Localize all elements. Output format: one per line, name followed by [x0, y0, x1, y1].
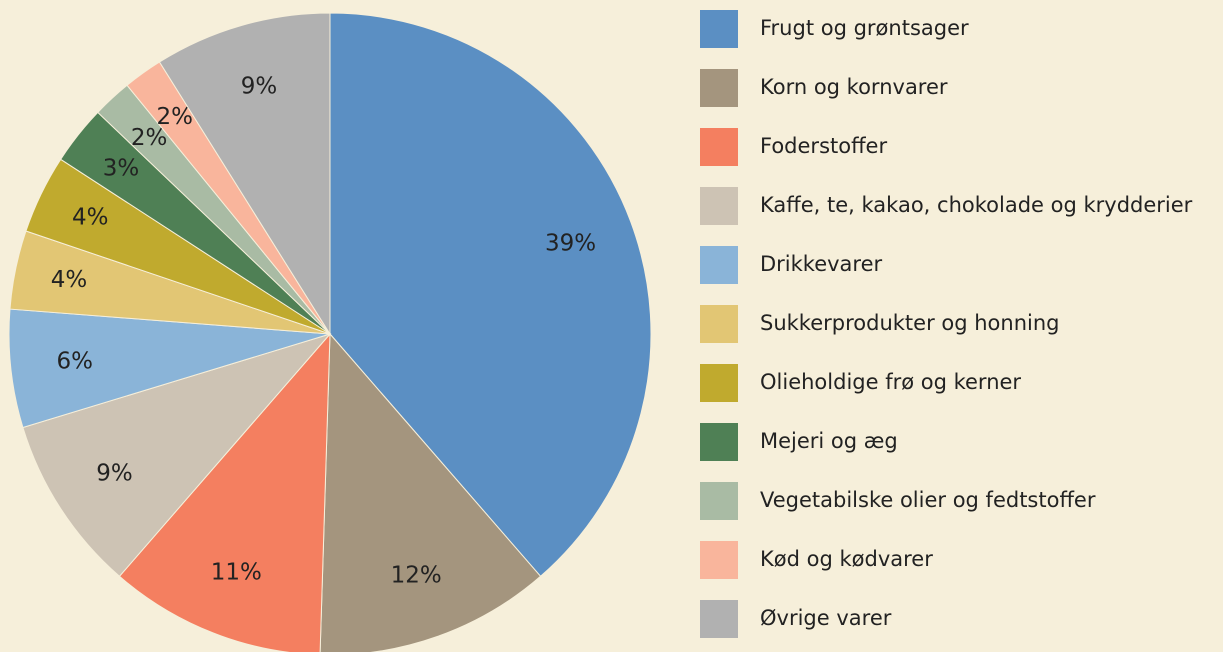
- data-label: 11%: [211, 560, 262, 586]
- legend-label: Frugt og grøntsager: [760, 16, 969, 40]
- legend-swatch: [700, 10, 738, 48]
- legend-swatch: [700, 600, 738, 638]
- pie-slice: [22, 333, 332, 578]
- legend-label: Drikkevarer: [760, 252, 883, 276]
- data-label: 4%: [72, 204, 109, 230]
- pie-slice: [319, 332, 542, 652]
- data-label: 3%: [103, 155, 140, 181]
- legend-label: Mejeri og æg: [760, 429, 898, 453]
- legend-swatch: [700, 364, 738, 402]
- legend-swatch: [700, 69, 738, 107]
- legend-swatch: [700, 482, 738, 520]
- data-label: 39%: [545, 231, 596, 257]
- data-label: 12%: [391, 562, 442, 588]
- data-label: 9%: [96, 460, 133, 486]
- legend-swatch: [700, 305, 738, 343]
- legend-swatch: [700, 246, 738, 284]
- pie-slice: [118, 332, 331, 652]
- data-label: 4%: [51, 267, 88, 293]
- legend-swatch: [700, 541, 738, 579]
- data-label: 9%: [241, 74, 278, 100]
- legend-label: Øvrige varer: [760, 606, 892, 630]
- pie-slice: [158, 12, 331, 336]
- legend-label: Sukkerprodukter og honning: [760, 311, 1060, 335]
- legend-label: Olieholdige frø og kerner: [760, 370, 1021, 394]
- data-label: 2%: [156, 104, 193, 130]
- legend-swatch: [700, 423, 738, 461]
- data-label: 2%: [131, 125, 168, 151]
- legend-swatch: [700, 187, 738, 225]
- legend-label: Korn og kornvarer: [760, 75, 948, 99]
- pie-slice: [329, 12, 652, 578]
- legend-label: Foderstoffer: [760, 134, 887, 158]
- legend-label: Kød og kødvarer: [760, 547, 933, 571]
- pie-slice: [8, 308, 331, 429]
- legend-swatch: [700, 128, 738, 166]
- legend-label: Kaffe, te, kakao, chokolade og krydderie…: [760, 193, 1193, 217]
- legend-label: Vegetabilske olier og fedtstoffer: [760, 488, 1096, 512]
- data-label: 6%: [56, 348, 93, 374]
